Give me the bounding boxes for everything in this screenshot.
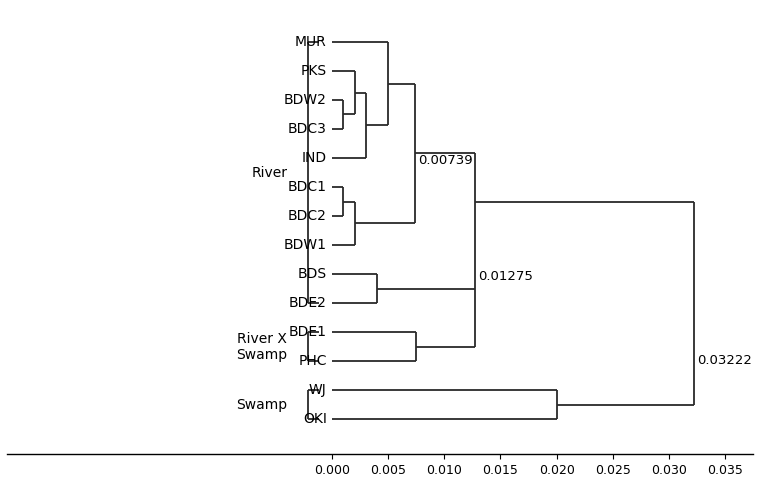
Text: PHC: PHC bbox=[298, 354, 326, 368]
Text: BDW2: BDW2 bbox=[284, 93, 326, 107]
Text: IND: IND bbox=[302, 151, 326, 165]
Text: BDC3: BDC3 bbox=[288, 122, 326, 136]
Text: 0.00739: 0.00739 bbox=[418, 154, 473, 166]
Text: Swamp: Swamp bbox=[236, 398, 287, 412]
Text: River: River bbox=[251, 166, 287, 180]
Text: River X
Swamp: River X Swamp bbox=[236, 332, 287, 362]
Text: BDS: BDS bbox=[297, 267, 326, 281]
Text: WJ: WJ bbox=[309, 383, 326, 397]
Text: BDE1: BDE1 bbox=[289, 325, 326, 339]
Text: BDE2: BDE2 bbox=[289, 296, 326, 310]
Text: PKS: PKS bbox=[300, 64, 326, 78]
Text: 0.03222: 0.03222 bbox=[697, 354, 752, 367]
Text: BDC2: BDC2 bbox=[288, 209, 326, 223]
Text: OKI: OKI bbox=[303, 412, 326, 426]
Text: 0.01275: 0.01275 bbox=[479, 270, 534, 283]
Text: BDC1: BDC1 bbox=[288, 180, 326, 194]
Text: BDW1: BDW1 bbox=[283, 238, 326, 252]
Text: MUR: MUR bbox=[295, 35, 326, 49]
